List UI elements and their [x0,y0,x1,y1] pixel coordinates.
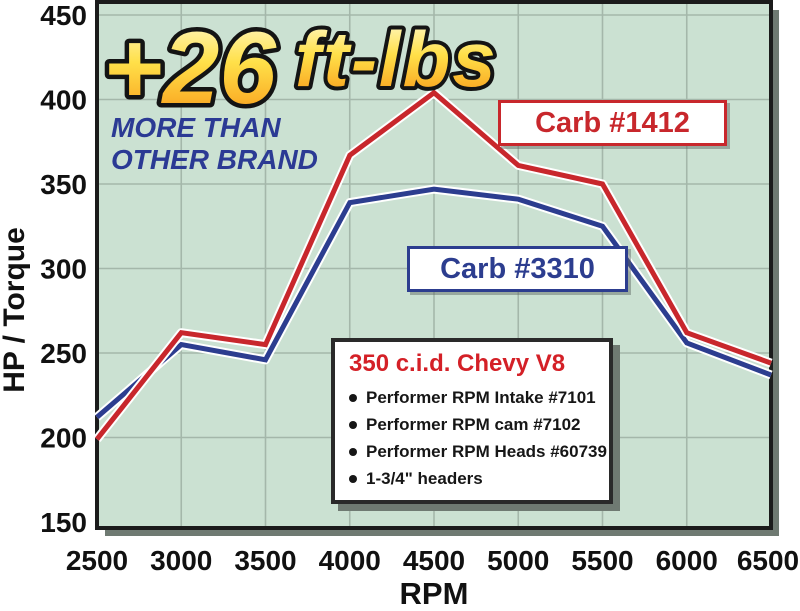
y-tick-label: 350 [40,169,87,200]
headline-subtitle: MORE THAN OTHER BRAND [111,112,371,176]
x-tick-label: 4000 [319,545,381,576]
carb-1412-label-box: Carb #1412 [498,100,727,146]
info-bullet-text: Performer RPM Intake #7101 [366,388,596,407]
y-axis-ticks: 150 200 250 300 350 400 450 [40,0,87,538]
x-axis-ticks: 2500 3000 3500 4000 4500 5000 5500 6000 6500 [66,545,799,576]
y-axis-title: HP / Torque [0,227,31,393]
series-lines [93,88,773,442]
x-tick-label: 5500 [571,545,633,576]
x-tick-label: 5000 [487,545,549,576]
headline-value: +26 [103,11,277,125]
carb-3310-label-box: Carb #3310 [407,246,628,292]
x-tick-label: 4500 [403,545,465,576]
y-tick-label: 450 [40,0,87,31]
headline-subtitle-line2: OTHER BRAND [111,144,318,175]
series-line-carb-1412 [95,89,772,441]
info-bullet: Performer RPM Intake #7101 [347,384,599,411]
y-tick-label: 150 [40,507,87,538]
y-tick-label: 400 [40,85,87,116]
carb-1412-label-text: Carb #1412 [535,106,690,139]
info-bullet-text: Performer RPM cam #7102 [366,415,581,434]
bullet-dot-icon [349,393,357,402]
info-box: 350 c.i.d. Chevy V8 Performer RPM Intake… [331,338,613,504]
info-box-bullets: Performer RPM Intake #7101 Performer RPM … [347,384,607,492]
info-box-title: 350 c.i.d. Chevy V8 [349,350,566,377]
y-tick-label: 300 [40,254,87,285]
y-tick-label: 200 [40,423,87,454]
info-bullet: 1-3/4" headers [347,465,599,492]
y-tick-label: 250 [40,338,87,369]
info-bullet-text: 1-3/4" headers [366,469,483,488]
info-bullet-text: Performer RPM Heads #60739 [366,442,607,461]
x-tick-label: 6000 [656,545,718,576]
bullet-dot-icon [349,420,357,429]
bullet-dot-icon [349,474,357,483]
x-tick-label: 2500 [66,545,128,576]
bullet-dot-icon [349,447,357,456]
info-bullet: Performer RPM cam #7102 [347,411,599,438]
headline-subtitle-line1: MORE THAN [111,112,281,143]
x-tick-label: 3000 [150,545,212,576]
carb-3310-label-text: Carb #3310 [440,252,595,285]
x-axis-title: RPM [400,576,469,611]
x-tick-label: 6500 [737,545,799,576]
info-bullet: Performer RPM Heads #60739 [347,438,607,465]
headline-units: ft-lbs [295,15,498,103]
x-tick-label: 3500 [234,545,296,576]
series-line-carb-3310 [95,186,772,420]
